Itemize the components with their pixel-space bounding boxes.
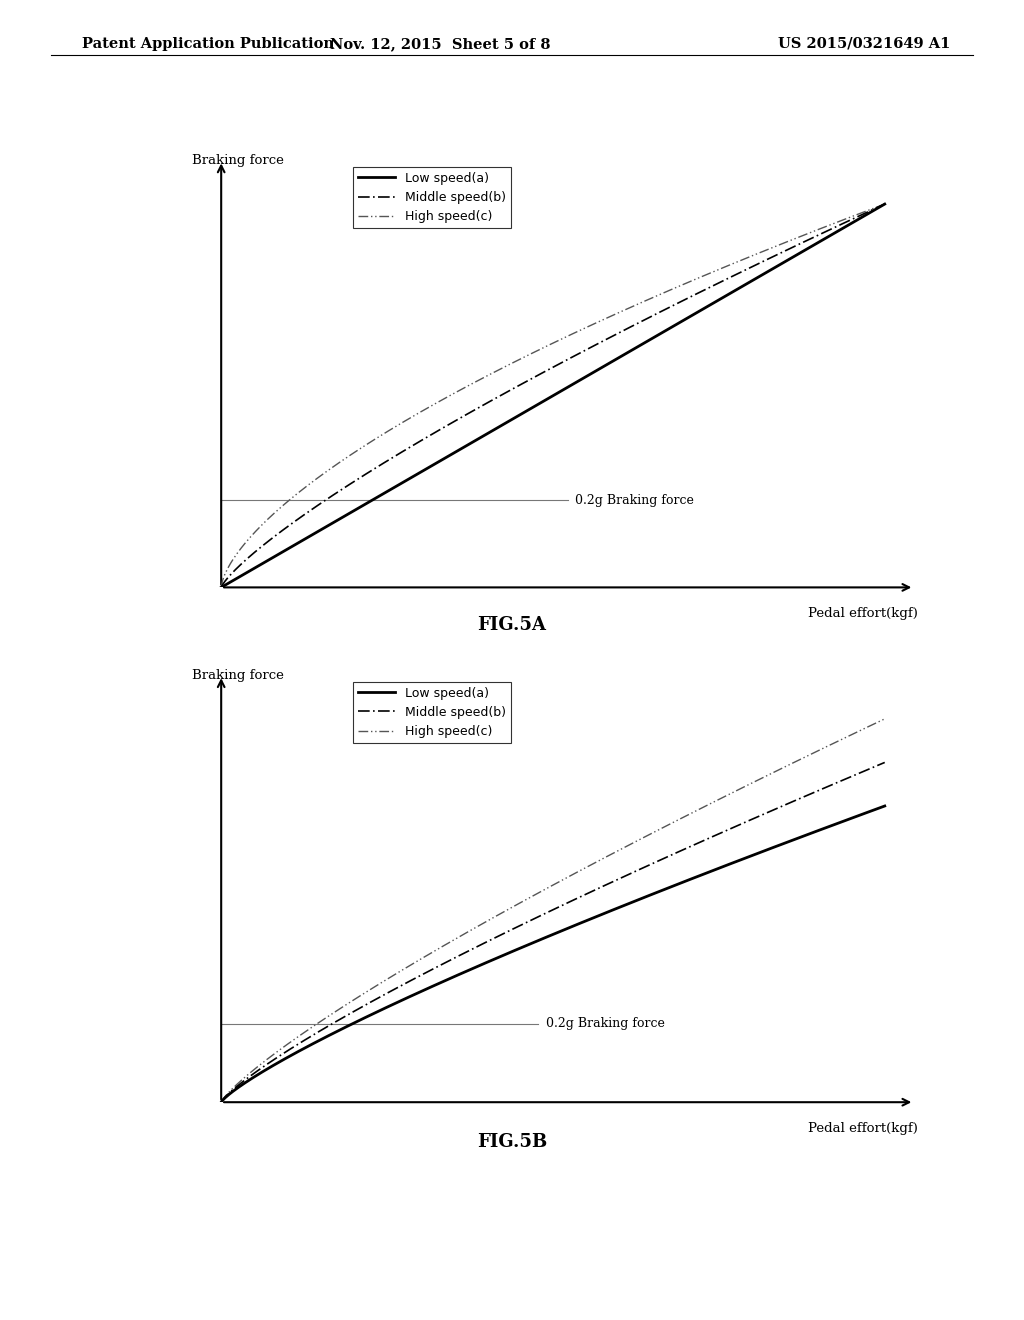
Low speed(a) xyxy=(574,915,587,931)
Text: Pedal effort(kgf): Pedal effort(kgf) xyxy=(808,1122,918,1135)
Line: High speed(c): High speed(c) xyxy=(221,205,885,587)
Low speed(a) xyxy=(610,900,623,916)
Middle speed(b) xyxy=(610,326,623,342)
Legend: Low speed(a), Middle speed(b), High speed(c): Low speed(a), Middle speed(b), High spee… xyxy=(353,166,511,228)
Middle speed(b) xyxy=(879,197,891,213)
Low speed(a) xyxy=(535,395,547,411)
High speed(c) xyxy=(215,1094,227,1110)
Line: Middle speed(b): Middle speed(b) xyxy=(221,205,885,587)
High speed(c) xyxy=(610,306,623,322)
Low speed(a) xyxy=(879,197,891,213)
Low speed(a) xyxy=(759,842,771,858)
High speed(c) xyxy=(759,243,771,259)
Low speed(a) xyxy=(759,265,771,281)
Text: FIG.5B: FIG.5B xyxy=(477,1133,547,1151)
High speed(c) xyxy=(862,202,874,218)
High speed(c) xyxy=(535,342,547,358)
Line: High speed(c): High speed(c) xyxy=(221,719,885,1102)
Middle speed(b) xyxy=(574,888,587,904)
Line: Low speed(a): Low speed(a) xyxy=(221,807,885,1102)
Low speed(a) xyxy=(879,799,891,814)
High speed(c) xyxy=(879,711,891,727)
Low speed(a) xyxy=(862,804,874,820)
High speed(c) xyxy=(610,843,623,859)
Text: FIG.5A: FIG.5A xyxy=(477,616,547,635)
Middle speed(b) xyxy=(879,755,891,771)
Text: Patent Application Publication: Patent Application Publication xyxy=(82,37,334,51)
Text: Braking force: Braking force xyxy=(191,154,284,166)
Low speed(a) xyxy=(530,933,543,949)
Middle speed(b) xyxy=(862,203,874,219)
High speed(c) xyxy=(759,768,771,784)
Middle speed(b) xyxy=(574,345,587,360)
Middle speed(b) xyxy=(530,909,543,925)
Text: 0.2g Braking force: 0.2g Braking force xyxy=(575,494,694,507)
Text: US 2015/0321649 A1: US 2015/0321649 A1 xyxy=(778,37,950,51)
Low speed(a) xyxy=(215,579,227,595)
High speed(c) xyxy=(574,863,587,879)
Line: Middle speed(b): Middle speed(b) xyxy=(221,763,885,1102)
Middle speed(b) xyxy=(215,1094,227,1110)
Middle speed(b) xyxy=(610,873,623,888)
Legend: Low speed(a), Middle speed(b), High speed(c): Low speed(a), Middle speed(b), High spee… xyxy=(353,681,511,743)
High speed(c) xyxy=(215,579,227,595)
Middle speed(b) xyxy=(530,368,543,384)
Low speed(a) xyxy=(610,351,623,367)
High speed(c) xyxy=(530,886,543,902)
Line: Low speed(a): Low speed(a) xyxy=(221,205,885,587)
Low speed(a) xyxy=(862,206,874,222)
Middle speed(b) xyxy=(759,252,771,268)
Middle speed(b) xyxy=(862,762,874,777)
High speed(c) xyxy=(530,343,543,359)
Text: 0.2g Braking force: 0.2g Braking force xyxy=(546,1018,665,1031)
High speed(c) xyxy=(535,884,547,900)
Low speed(a) xyxy=(530,397,543,413)
Low speed(a) xyxy=(535,932,547,948)
Middle speed(b) xyxy=(215,579,227,595)
High speed(c) xyxy=(574,322,587,338)
Text: Pedal effort(kgf): Pedal effort(kgf) xyxy=(808,607,918,620)
High speed(c) xyxy=(879,197,891,213)
Text: Nov. 12, 2015  Sheet 5 of 8: Nov. 12, 2015 Sheet 5 of 8 xyxy=(330,37,551,51)
Text: Braking force: Braking force xyxy=(191,669,284,681)
High speed(c) xyxy=(862,718,874,734)
Low speed(a) xyxy=(574,372,587,388)
Middle speed(b) xyxy=(759,805,771,821)
Middle speed(b) xyxy=(535,366,547,381)
Middle speed(b) xyxy=(535,908,547,924)
Low speed(a) xyxy=(215,1094,227,1110)
